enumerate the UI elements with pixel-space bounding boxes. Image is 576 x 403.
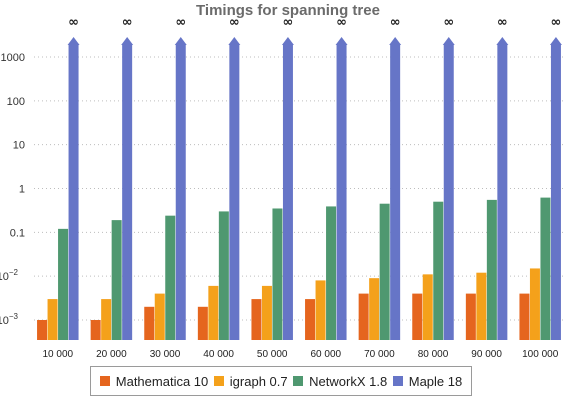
overflow-label: ∞ bbox=[283, 15, 294, 30]
bar-overflow bbox=[390, 44, 401, 340]
bar-overflow bbox=[68, 44, 79, 340]
overflow-arrow bbox=[67, 37, 80, 45]
bar bbox=[519, 293, 530, 340]
legend-label: Maple 18 bbox=[408, 373, 463, 389]
bar-overflow bbox=[175, 44, 186, 340]
x-tick-label: 30 000 bbox=[150, 349, 181, 360]
x-tick-label: 60 000 bbox=[311, 349, 342, 360]
bar bbox=[111, 220, 122, 340]
overflow-arrow bbox=[496, 37, 509, 45]
y-tick-label: 10 bbox=[13, 140, 25, 152]
bar bbox=[218, 211, 229, 340]
bar-overflow bbox=[443, 44, 454, 340]
bar bbox=[326, 206, 337, 340]
legend-item: igraph 0.7 bbox=[213, 373, 288, 389]
y-tick-label: 0.1 bbox=[10, 227, 25, 239]
x-tick-label: 20 000 bbox=[96, 349, 127, 360]
bar bbox=[208, 285, 219, 340]
bar bbox=[261, 285, 272, 340]
y-tick-label: 10−3 bbox=[0, 312, 19, 327]
y-tick-label: 1000 bbox=[1, 52, 25, 64]
legend-swatch bbox=[392, 376, 403, 386]
bar bbox=[476, 272, 487, 340]
bar bbox=[165, 215, 176, 340]
overflow-label: ∞ bbox=[122, 15, 133, 30]
legend-label: Mathematica 10 bbox=[115, 373, 209, 389]
bar-overflow bbox=[497, 44, 508, 340]
legend-swatch bbox=[99, 376, 110, 386]
bar bbox=[529, 268, 540, 340]
bar bbox=[540, 197, 551, 340]
x-tick-label: 80 000 bbox=[418, 349, 449, 360]
x-axis-ticks: 10 000 20 000 30 000 40 000 50 000 60 000 70 0… bbox=[43, 349, 559, 360]
overflow-arrow bbox=[442, 37, 455, 45]
x-tick-label: 10 000 bbox=[43, 349, 74, 360]
bar-overflow bbox=[550, 44, 561, 340]
overflow-label: ∞ bbox=[390, 15, 401, 30]
bar-overflow bbox=[282, 44, 293, 340]
bar bbox=[465, 293, 476, 340]
overflow-arrow bbox=[174, 37, 187, 45]
bar bbox=[486, 199, 497, 340]
bar bbox=[379, 203, 390, 340]
bar bbox=[144, 306, 155, 340]
bar bbox=[272, 208, 283, 340]
bar bbox=[197, 306, 208, 340]
x-tick-label: 70 000 bbox=[364, 349, 395, 360]
bar bbox=[58, 228, 69, 340]
legend-item: NetworkX 1.8 bbox=[293, 374, 387, 389]
bar-overflow bbox=[336, 44, 347, 340]
legend-swatch bbox=[213, 376, 224, 386]
overflow-label: ∞ bbox=[497, 15, 508, 30]
bar bbox=[154, 293, 165, 340]
bar bbox=[358, 293, 369, 340]
legend-label: igraph 0.7 bbox=[229, 373, 288, 389]
bar bbox=[305, 299, 316, 340]
x-tick-label: 100 000 bbox=[522, 349, 559, 360]
y-tick-label: 100 bbox=[7, 96, 25, 108]
x-tick-label: 50 000 bbox=[257, 349, 288, 360]
legend-swatch bbox=[293, 376, 304, 386]
bar bbox=[412, 293, 423, 340]
legend-item: Maple 18 bbox=[392, 373, 463, 389]
legend-item: Mathematica 10 bbox=[99, 373, 209, 389]
bar bbox=[251, 299, 262, 340]
chart-title: Timings for spanning tree bbox=[196, 2, 380, 19]
overflow-label: ∞ bbox=[443, 15, 454, 30]
x-tick-label: 40 000 bbox=[203, 349, 234, 360]
overflow-arrow bbox=[389, 37, 402, 45]
bar-overflow bbox=[122, 44, 133, 340]
overflow-label: ∞ bbox=[336, 15, 347, 30]
legend-label: NetworkX 1.8 bbox=[309, 373, 388, 389]
bar bbox=[90, 320, 101, 340]
bar bbox=[37, 320, 48, 340]
overflow-arrow bbox=[335, 37, 348, 45]
y-tick-label: 1 bbox=[19, 184, 25, 196]
bar bbox=[315, 280, 326, 340]
x-tick-label: 90 000 bbox=[471, 349, 502, 360]
overflow-arrow bbox=[228, 37, 241, 45]
overflow-label: ∞ bbox=[68, 15, 79, 30]
y-axis-ticks: 10−3 10−2 0.1 1 10 100 1000 bbox=[0, 52, 25, 327]
bar bbox=[369, 278, 380, 340]
bar bbox=[422, 274, 433, 340]
overflow-arrow bbox=[281, 37, 294, 45]
bars-layer: ∞ ∞ ∞ ∞ ∞ ∞ ∞ ∞ ∞ ∞ bbox=[37, 15, 562, 340]
bar-overflow bbox=[229, 44, 240, 340]
chart-legend: Mathematica 10 igraph 0.7 NetworkX 1.8 Mapl… bbox=[90, 366, 472, 396]
overflow-label: ∞ bbox=[229, 15, 240, 30]
bar bbox=[433, 201, 444, 340]
overflow-arrow bbox=[121, 37, 134, 45]
y-tick-label: 10−2 bbox=[0, 268, 19, 283]
bar bbox=[101, 299, 112, 340]
overflow-label: ∞ bbox=[175, 15, 186, 30]
bar bbox=[47, 299, 58, 340]
overflow-arrow bbox=[549, 37, 562, 45]
overflow-label: ∞ bbox=[551, 15, 562, 30]
